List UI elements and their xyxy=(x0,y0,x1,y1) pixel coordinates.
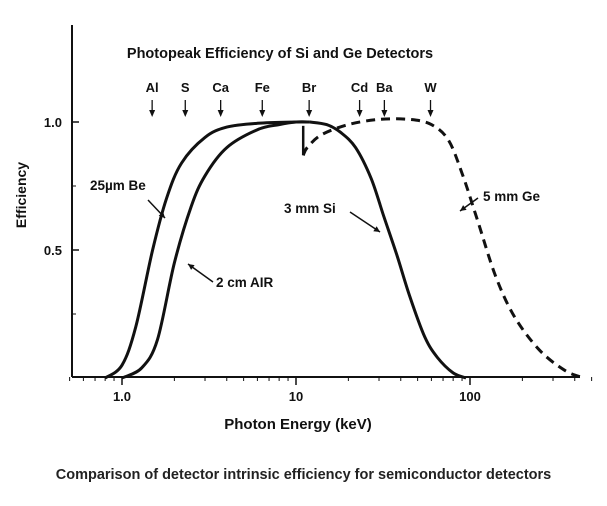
y-axis-label: Efficiency xyxy=(13,162,29,228)
annotations: 25µm Be 2 cm AIR 3 mm Si 5 mm Ge xyxy=(90,178,541,290)
element-marker-w: W xyxy=(424,80,437,117)
element-marker-fe: Fe xyxy=(255,80,270,117)
series-lines xyxy=(104,117,585,380)
series-2-cm-air xyxy=(121,120,310,380)
series-3-mm-si xyxy=(309,120,467,380)
element-label: S xyxy=(181,80,190,95)
x-axis-label: Photon Energy (keV) xyxy=(224,416,372,433)
series-25-m-be xyxy=(104,120,310,380)
arrow-head xyxy=(356,110,363,117)
series-5-mm-ge xyxy=(301,117,585,380)
annotation-label: 3 mm Si xyxy=(284,201,336,216)
annotation-5-mm-ge: 5 mm Ge xyxy=(459,189,541,212)
annotation-label: 2 cm AIR xyxy=(216,275,274,290)
element-label: Al xyxy=(146,80,159,95)
element-marker-ba: Ba xyxy=(376,80,393,117)
arrow-head xyxy=(381,110,388,117)
figure-caption: Comparison of detector intrinsic efficie… xyxy=(55,467,552,483)
element-marker-al: Al xyxy=(146,80,159,117)
arrow-head xyxy=(149,110,156,117)
annotation-label: 25µm Be xyxy=(90,178,146,193)
arrow-icon xyxy=(373,226,380,232)
y-tick-label: 1.0 xyxy=(44,115,62,130)
annotation-leader xyxy=(349,211,381,233)
element-marker-cd: Cd xyxy=(351,80,368,117)
x-tick-label: 10 xyxy=(289,389,303,404)
arrow-icon xyxy=(158,211,165,218)
arrow-icon xyxy=(460,205,467,211)
chart-title: Photopeak Efficiency of Si and Ge Detect… xyxy=(127,46,433,62)
x-tick-label: 1.0 xyxy=(113,389,131,404)
axis-ticks: 1.0 10 100 0.5 1.0 xyxy=(44,115,593,404)
element-marker-ca: Ca xyxy=(212,80,230,117)
element-label: Ba xyxy=(376,80,393,95)
y-tick-label: 0.5 xyxy=(44,243,62,258)
element-label: Cd xyxy=(351,80,368,95)
element-label: Ca xyxy=(212,80,229,95)
arrow-head xyxy=(259,110,266,117)
x-tick-label: 100 xyxy=(459,389,481,404)
annotation-25-m-be: 25µm Be xyxy=(90,178,166,219)
element-marker-br: Br xyxy=(302,80,316,117)
element-markers: Al S Ca Fe Br Cd Ba W xyxy=(146,80,437,117)
efficiency-chart: 1.0 10 100 0.5 1.0 Al S Ca Fe Br Cd Ba W 25µm Be 2 c… xyxy=(13,25,593,433)
annotation-3-mm-si: 3 mm Si xyxy=(284,201,381,233)
arrow-head xyxy=(306,110,313,117)
element-label: Fe xyxy=(255,80,270,95)
arrow-head xyxy=(217,110,224,117)
element-label: W xyxy=(424,80,437,95)
axes xyxy=(71,25,580,378)
arrow-head xyxy=(427,110,434,117)
element-label: Br xyxy=(302,80,316,95)
arrow-icon xyxy=(188,264,195,270)
arrow-head xyxy=(182,110,189,117)
annotation-label: 5 mm Ge xyxy=(483,189,541,204)
annotation-2-cm-air: 2 cm AIR xyxy=(187,263,274,290)
element-marker-s: S xyxy=(181,80,190,117)
